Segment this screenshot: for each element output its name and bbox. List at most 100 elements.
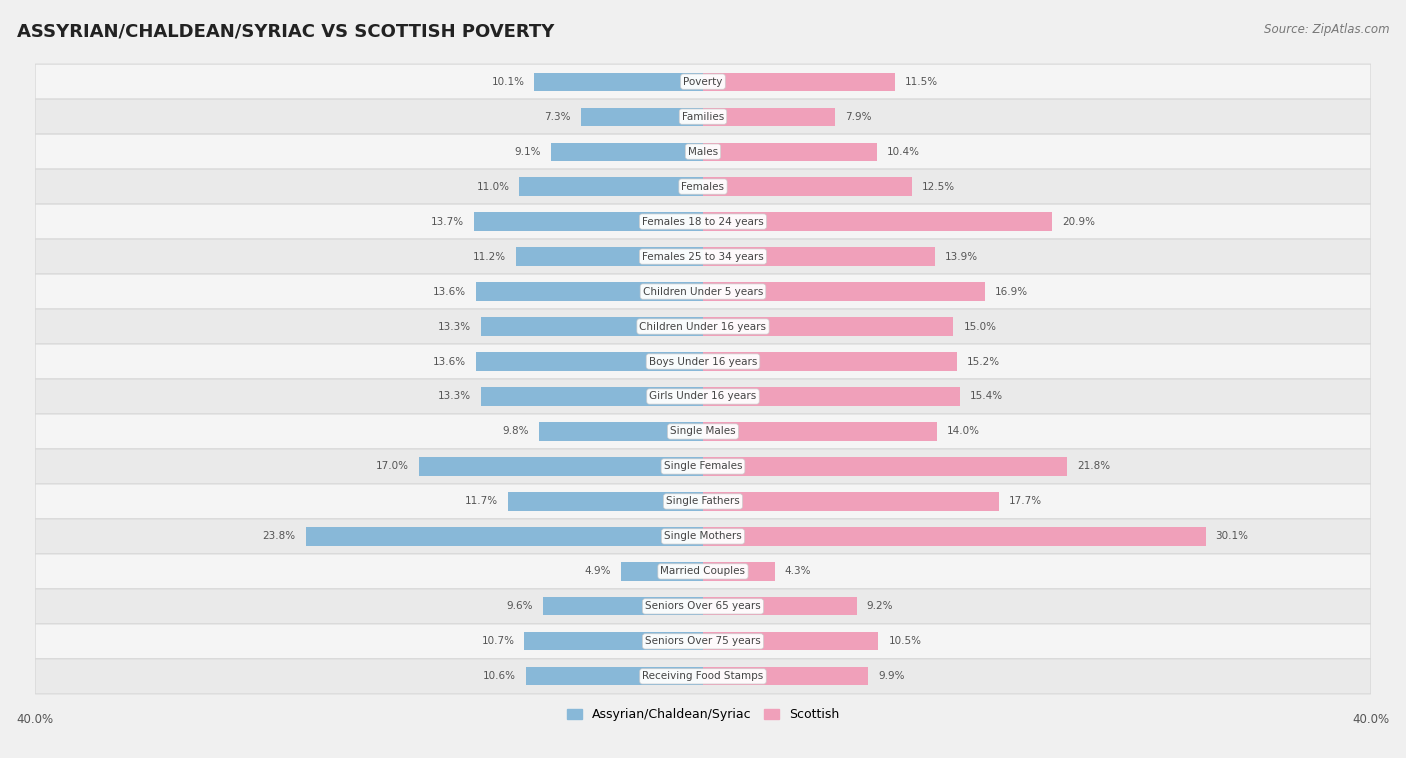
Bar: [305, 528, 703, 546]
Text: 10.6%: 10.6%: [484, 672, 516, 681]
Bar: [703, 177, 911, 196]
FancyBboxPatch shape: [35, 414, 1371, 449]
FancyBboxPatch shape: [35, 169, 1371, 204]
Bar: [703, 493, 998, 511]
Text: Source: ZipAtlas.com: Source: ZipAtlas.com: [1264, 23, 1389, 36]
Bar: [703, 597, 856, 615]
Text: 12.5%: 12.5%: [922, 182, 955, 192]
Text: 13.3%: 13.3%: [437, 321, 471, 331]
Bar: [481, 387, 703, 406]
Text: Seniors Over 65 years: Seniors Over 65 years: [645, 601, 761, 612]
Text: Children Under 16 years: Children Under 16 years: [640, 321, 766, 331]
FancyBboxPatch shape: [35, 344, 1371, 379]
Text: 20.9%: 20.9%: [1062, 217, 1095, 227]
Text: 9.9%: 9.9%: [879, 672, 905, 681]
Text: 15.0%: 15.0%: [963, 321, 997, 331]
Text: Single Males: Single Males: [671, 427, 735, 437]
FancyBboxPatch shape: [35, 624, 1371, 659]
Bar: [703, 108, 835, 126]
Legend: Assyrian/Chaldean/Syriac, Scottish: Assyrian/Chaldean/Syriac, Scottish: [562, 703, 844, 726]
Text: Seniors Over 75 years: Seniors Over 75 years: [645, 637, 761, 647]
Text: 4.9%: 4.9%: [585, 566, 612, 576]
Text: 13.3%: 13.3%: [437, 391, 471, 402]
Text: 11.5%: 11.5%: [905, 77, 938, 86]
Text: 7.3%: 7.3%: [544, 111, 571, 121]
Bar: [703, 247, 935, 265]
Text: Poverty: Poverty: [683, 77, 723, 86]
Text: 14.0%: 14.0%: [946, 427, 980, 437]
Text: Females: Females: [682, 182, 724, 192]
FancyBboxPatch shape: [35, 309, 1371, 344]
Bar: [543, 597, 703, 615]
Text: Girls Under 16 years: Girls Under 16 years: [650, 391, 756, 402]
Text: Females 18 to 24 years: Females 18 to 24 years: [643, 217, 763, 227]
Bar: [481, 318, 703, 336]
Bar: [703, 528, 1205, 546]
Text: 9.1%: 9.1%: [515, 146, 541, 157]
FancyBboxPatch shape: [35, 519, 1371, 554]
Text: 4.3%: 4.3%: [785, 566, 811, 576]
Text: Single Fathers: Single Fathers: [666, 496, 740, 506]
Bar: [534, 73, 703, 91]
Text: 21.8%: 21.8%: [1077, 462, 1111, 471]
FancyBboxPatch shape: [35, 484, 1371, 519]
Bar: [475, 283, 703, 301]
Text: 30.1%: 30.1%: [1216, 531, 1249, 541]
Bar: [703, 667, 869, 685]
Text: Children Under 5 years: Children Under 5 years: [643, 287, 763, 296]
FancyBboxPatch shape: [35, 659, 1371, 694]
FancyBboxPatch shape: [35, 64, 1371, 99]
Text: 11.0%: 11.0%: [477, 182, 509, 192]
Text: 15.4%: 15.4%: [970, 391, 1004, 402]
Text: 7.9%: 7.9%: [845, 111, 872, 121]
Bar: [703, 283, 986, 301]
Bar: [703, 212, 1052, 230]
FancyBboxPatch shape: [35, 274, 1371, 309]
Text: 11.2%: 11.2%: [472, 252, 506, 262]
FancyBboxPatch shape: [35, 449, 1371, 484]
Text: 17.7%: 17.7%: [1008, 496, 1042, 506]
Bar: [526, 667, 703, 685]
Text: Boys Under 16 years: Boys Under 16 years: [648, 356, 758, 367]
FancyBboxPatch shape: [35, 204, 1371, 239]
Bar: [703, 318, 953, 336]
Bar: [703, 632, 879, 650]
Text: ASSYRIAN/CHALDEAN/SYRIAC VS SCOTTISH POVERTY: ASSYRIAN/CHALDEAN/SYRIAC VS SCOTTISH POV…: [17, 23, 554, 41]
Text: 13.9%: 13.9%: [945, 252, 979, 262]
Text: 13.6%: 13.6%: [433, 356, 465, 367]
Text: 40.0%: 40.0%: [17, 713, 53, 726]
FancyBboxPatch shape: [35, 589, 1371, 624]
Bar: [703, 352, 956, 371]
Bar: [519, 177, 703, 196]
Text: 10.5%: 10.5%: [889, 637, 921, 647]
Bar: [540, 422, 703, 440]
Text: 9.6%: 9.6%: [506, 601, 533, 612]
FancyBboxPatch shape: [35, 134, 1371, 169]
Bar: [703, 562, 775, 581]
Bar: [508, 493, 703, 511]
FancyBboxPatch shape: [35, 379, 1371, 414]
Bar: [703, 73, 896, 91]
Bar: [475, 352, 703, 371]
Text: 15.2%: 15.2%: [967, 356, 1000, 367]
Text: 13.7%: 13.7%: [432, 217, 464, 227]
Bar: [474, 212, 703, 230]
Text: 13.6%: 13.6%: [433, 287, 465, 296]
Text: 9.8%: 9.8%: [503, 427, 529, 437]
Text: 9.2%: 9.2%: [866, 601, 893, 612]
Text: Families: Families: [682, 111, 724, 121]
Bar: [703, 387, 960, 406]
Text: 17.0%: 17.0%: [377, 462, 409, 471]
FancyBboxPatch shape: [35, 239, 1371, 274]
Bar: [621, 562, 703, 581]
Text: Receiving Food Stamps: Receiving Food Stamps: [643, 672, 763, 681]
Text: Males: Males: [688, 146, 718, 157]
Bar: [551, 143, 703, 161]
Text: 10.7%: 10.7%: [481, 637, 515, 647]
Text: 40.0%: 40.0%: [1353, 713, 1389, 726]
Text: Females 25 to 34 years: Females 25 to 34 years: [643, 252, 763, 262]
Text: 16.9%: 16.9%: [995, 287, 1028, 296]
Text: 11.7%: 11.7%: [464, 496, 498, 506]
Text: Married Couples: Married Couples: [661, 566, 745, 576]
Bar: [703, 143, 877, 161]
